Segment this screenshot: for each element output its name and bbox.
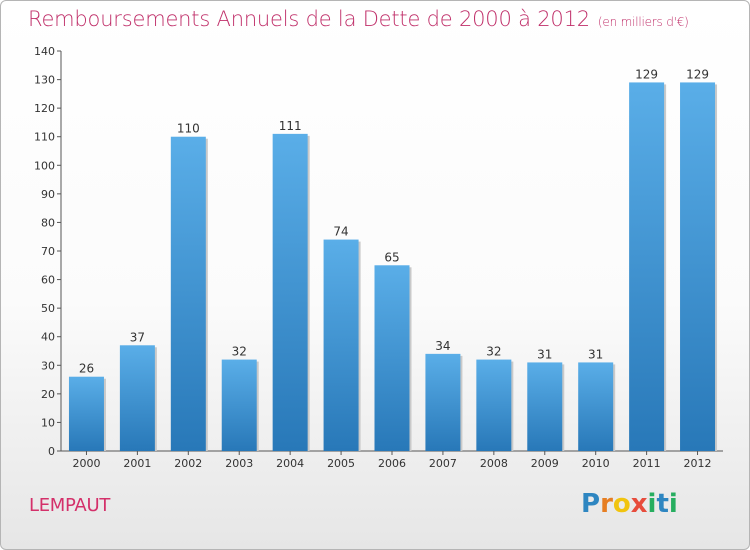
- logo-letter: r: [600, 489, 613, 519]
- x-tick-label: 2012: [684, 457, 712, 470]
- y-tick-label: 130: [34, 74, 55, 87]
- x-tick-label: 2009: [531, 457, 559, 470]
- bar: [119, 345, 155, 451]
- bar: [578, 362, 614, 451]
- logo-letter: x: [630, 489, 648, 519]
- x-tick-label: 2008: [480, 457, 508, 470]
- x-tick-label: 2002: [174, 457, 202, 470]
- logo-letter: P: [581, 489, 601, 519]
- data-label: 111: [279, 119, 302, 133]
- y-tick-label: 40: [41, 331, 55, 344]
- data-label: 26: [79, 362, 94, 376]
- logo-letter: i: [647, 489, 657, 519]
- x-tick-label: 2007: [429, 457, 457, 470]
- data-label: 32: [486, 345, 501, 359]
- data-label: 74: [333, 225, 348, 239]
- y-tick-label: 80: [41, 216, 55, 229]
- bar: [476, 359, 512, 451]
- chart-axes: 0 10 20 30 40 50 60 70 80 90 100 110 120 130 140: [34, 45, 723, 458]
- commune-name: LEMPAUT: [29, 495, 111, 516]
- x-tick-label: 2005: [327, 457, 355, 470]
- data-label: 34: [435, 339, 450, 353]
- bar: [68, 376, 104, 451]
- y-tick-label: 140: [34, 45, 55, 58]
- chart-subtitle: (en milliers d'€): [597, 15, 689, 29]
- y-tick-label: 120: [34, 102, 55, 115]
- data-label: 31: [588, 347, 603, 361]
- y-tick-label: 100: [34, 159, 55, 172]
- bar: [374, 265, 410, 451]
- logo-letter: t: [656, 489, 669, 519]
- data-label: 110: [177, 122, 200, 136]
- x-tick-label: 2003: [225, 457, 253, 470]
- y-tick-label: 70: [41, 245, 55, 258]
- logo-letter: i: [668, 489, 678, 519]
- x-tick-label: 2000: [72, 457, 100, 470]
- bar: [680, 82, 716, 451]
- bar: [425, 353, 461, 451]
- data-label: 65: [384, 250, 399, 264]
- chart-bars: [68, 82, 718, 451]
- y-tick-label: 90: [41, 188, 55, 201]
- x-tick-label: 2006: [378, 457, 406, 470]
- bar: [272, 133, 308, 451]
- data-label: 32: [232, 345, 247, 359]
- x-tick-label: 2011: [633, 457, 661, 470]
- chart-labels: 2000 26 2001 37 2002 110 2003 32 2004 111 2005 74 20…: [72, 67, 711, 470]
- bar: [629, 82, 665, 451]
- y-tick-label: 30: [41, 359, 55, 372]
- y-tick-label: 60: [41, 274, 55, 287]
- y-tick-label: 10: [41, 416, 55, 429]
- bar: [527, 362, 563, 451]
- bar: [323, 239, 359, 451]
- y-tick-label: 20: [41, 388, 55, 401]
- logo-letter: o: [612, 489, 631, 519]
- chart-title: Remboursements Annuels de la Dette de 20…: [28, 7, 689, 31]
- data-label: 31: [537, 347, 552, 361]
- chart-title-text: Remboursements Annuels de la Dette de 20…: [28, 7, 590, 31]
- x-tick-label: 2004: [276, 457, 304, 470]
- bar: [221, 359, 257, 451]
- y-tick-label: 110: [34, 131, 55, 144]
- data-label: 129: [686, 67, 709, 81]
- x-tick-label: 2001: [123, 457, 151, 470]
- y-tick-label: 50: [41, 302, 55, 315]
- data-label: 129: [635, 67, 658, 81]
- x-tick-label: 2010: [582, 457, 610, 470]
- data-label: 37: [130, 330, 145, 344]
- bar: [170, 136, 206, 451]
- y-tick-label: 0: [48, 445, 55, 458]
- proxiti-logo: Proxiti: [581, 489, 678, 519]
